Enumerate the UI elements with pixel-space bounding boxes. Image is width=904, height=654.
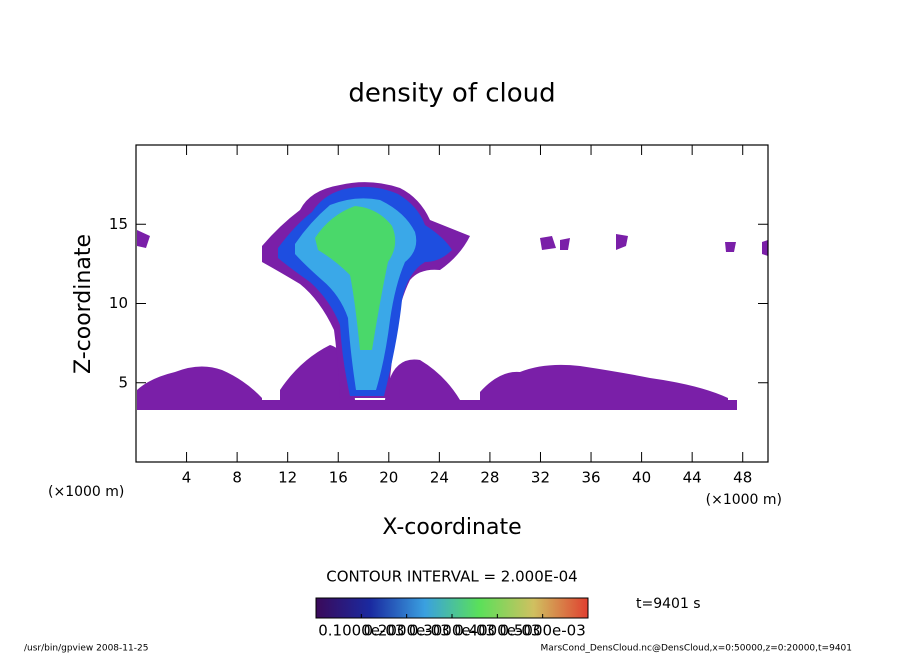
x-tick-label: 16	[329, 469, 348, 487]
y-tick-label: 5	[118, 373, 128, 391]
x-tick-label: 12	[278, 469, 297, 487]
x-tick-label: 24	[430, 469, 449, 487]
y-tick-label: 10	[109, 294, 128, 312]
x-tick-label: 4	[182, 469, 192, 487]
x-tick-label: 48	[733, 469, 752, 487]
footer-right: MarsCond_DensCloud.nc@DensCloud,x=0:5000…	[541, 644, 853, 654]
x-tick-label: 8	[232, 469, 242, 487]
plot-frame	[135, 144, 769, 463]
contour-interval: CONTOUR INTERVAL = 2.000E-04	[326, 568, 577, 586]
x-tick-label: 44	[683, 469, 702, 487]
x-tick-label: 28	[480, 469, 499, 487]
x-unit-left: (×1000 m)	[48, 484, 124, 500]
colorbar-label: 0.4000e-03	[454, 622, 540, 640]
x-tick-label: 20	[379, 469, 398, 487]
footer-left: /usr/bin/gpview 2008-11-25	[24, 644, 148, 654]
x-unit: (×1000 m)	[706, 492, 782, 508]
x-tick-label: 40	[632, 469, 651, 487]
colorbar-label: 0.2000e-03	[364, 622, 450, 640]
y-axis-label: Z-coordinate	[71, 234, 96, 374]
x-tick-label: 36	[581, 469, 600, 487]
chart-title: density of cloud	[348, 79, 555, 109]
contour-field	[137, 182, 768, 410]
colorbar-label: 0.5000e-03	[500, 622, 586, 640]
time-label: t=9401 s	[636, 596, 701, 612]
colorbar-label: 0.3000e-03	[409, 622, 495, 640]
y-tick-label: 15	[109, 215, 128, 233]
x-axis-label: X-coordinate	[382, 515, 521, 540]
x-tick-label: 32	[531, 469, 550, 487]
colorbar-label: 0.1000e-03	[318, 622, 404, 640]
